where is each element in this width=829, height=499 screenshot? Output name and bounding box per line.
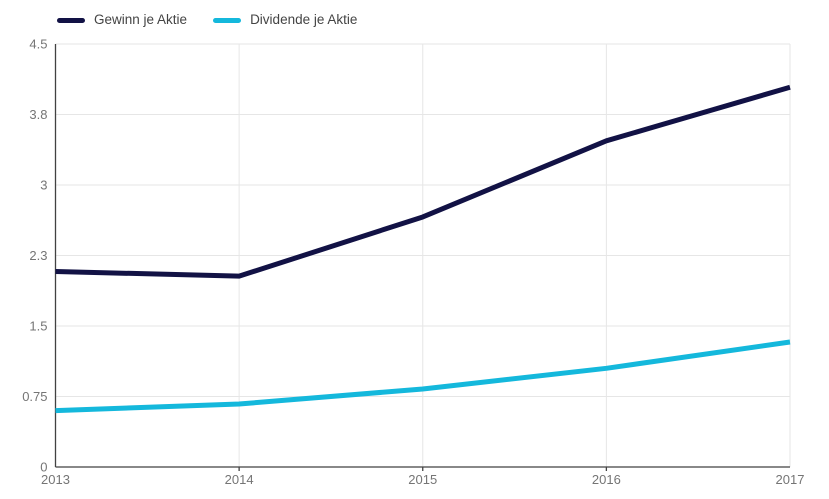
x-axis-tick-label: 2014 (225, 472, 254, 487)
y-axis-tick-label: 1.5 (29, 319, 47, 334)
legend: Gewinn je Aktie Dividende je Aktie (57, 11, 357, 29)
x-axis-tick-label: 2013 (41, 472, 70, 487)
legend-label-gewinn: Gewinn je Aktie (94, 12, 188, 27)
series-line-gewinn-je-aktie[interactable] (55, 84, 791, 279)
y-axis-tick-label: 3 (40, 178, 47, 193)
y-axis-tick-label: 0.75 (22, 389, 47, 404)
x-axis-tick-label: 2016 (592, 472, 621, 487)
legend-label-dividende: Dividende je Aktie (250, 12, 358, 27)
legend-swatch-gewinn-icon (57, 17, 85, 23)
legend-swatch-dividende-icon (213, 17, 242, 23)
y-axis-tick-label: 4.5 (29, 37, 47, 52)
legend-item-gewinn-je-aktie[interactable]: Gewinn je Aktie (57, 11, 187, 29)
series-line-dividende-je-aktie[interactable] (55, 339, 791, 414)
y-axis-tick-label: 2.3 (29, 248, 47, 263)
y-axis-tick-label: 0 (40, 460, 47, 475)
x-axis-tick-label: 2017 (776, 472, 805, 487)
x-axis-tick-label: 2015 (408, 472, 437, 487)
y-axis-tick-label: 3.8 (29, 107, 47, 122)
legend-item-dividende-je-aktie[interactable]: Dividende je Aktie (213, 11, 357, 29)
